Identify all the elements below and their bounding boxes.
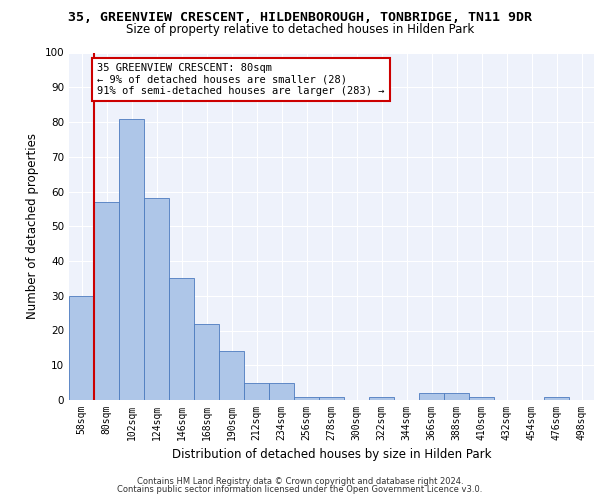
Bar bbox=[219, 352, 244, 400]
X-axis label: Distribution of detached houses by size in Hilden Park: Distribution of detached houses by size … bbox=[172, 448, 491, 462]
Bar bbox=[94, 202, 119, 400]
Bar bbox=[244, 382, 269, 400]
Bar bbox=[269, 382, 294, 400]
Bar bbox=[169, 278, 194, 400]
Text: 35 GREENVIEW CRESCENT: 80sqm
← 9% of detached houses are smaller (28)
91% of sem: 35 GREENVIEW CRESCENT: 80sqm ← 9% of det… bbox=[97, 63, 385, 96]
Bar bbox=[369, 396, 394, 400]
Bar bbox=[194, 324, 219, 400]
Bar bbox=[544, 396, 569, 400]
Text: Contains public sector information licensed under the Open Government Licence v3: Contains public sector information licen… bbox=[118, 485, 482, 494]
Bar bbox=[119, 118, 144, 400]
Y-axis label: Number of detached properties: Number of detached properties bbox=[26, 133, 39, 320]
Bar bbox=[419, 393, 444, 400]
Text: Size of property relative to detached houses in Hilden Park: Size of property relative to detached ho… bbox=[126, 22, 474, 36]
Bar bbox=[294, 396, 319, 400]
Text: Contains HM Land Registry data © Crown copyright and database right 2024.: Contains HM Land Registry data © Crown c… bbox=[137, 477, 463, 486]
Bar bbox=[444, 393, 469, 400]
Bar bbox=[319, 396, 344, 400]
Bar bbox=[469, 396, 494, 400]
Bar bbox=[69, 296, 94, 400]
Text: 35, GREENVIEW CRESCENT, HILDENBOROUGH, TONBRIDGE, TN11 9DR: 35, GREENVIEW CRESCENT, HILDENBOROUGH, T… bbox=[68, 11, 532, 24]
Bar bbox=[144, 198, 169, 400]
